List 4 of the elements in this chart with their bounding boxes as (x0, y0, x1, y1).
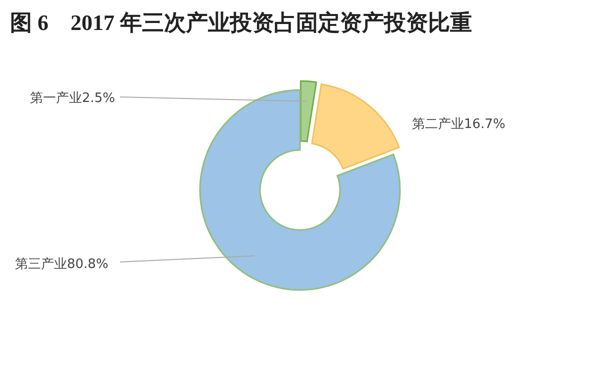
chart-title: 图 6 2017 年三次产业投资占固定资产投资比重 (10, 10, 472, 35)
slice-label: 第三产业80.8% (15, 257, 108, 272)
slice-label: 第一产业2.5% (30, 91, 116, 106)
slice-label: 第二产业16.7% (412, 117, 506, 132)
